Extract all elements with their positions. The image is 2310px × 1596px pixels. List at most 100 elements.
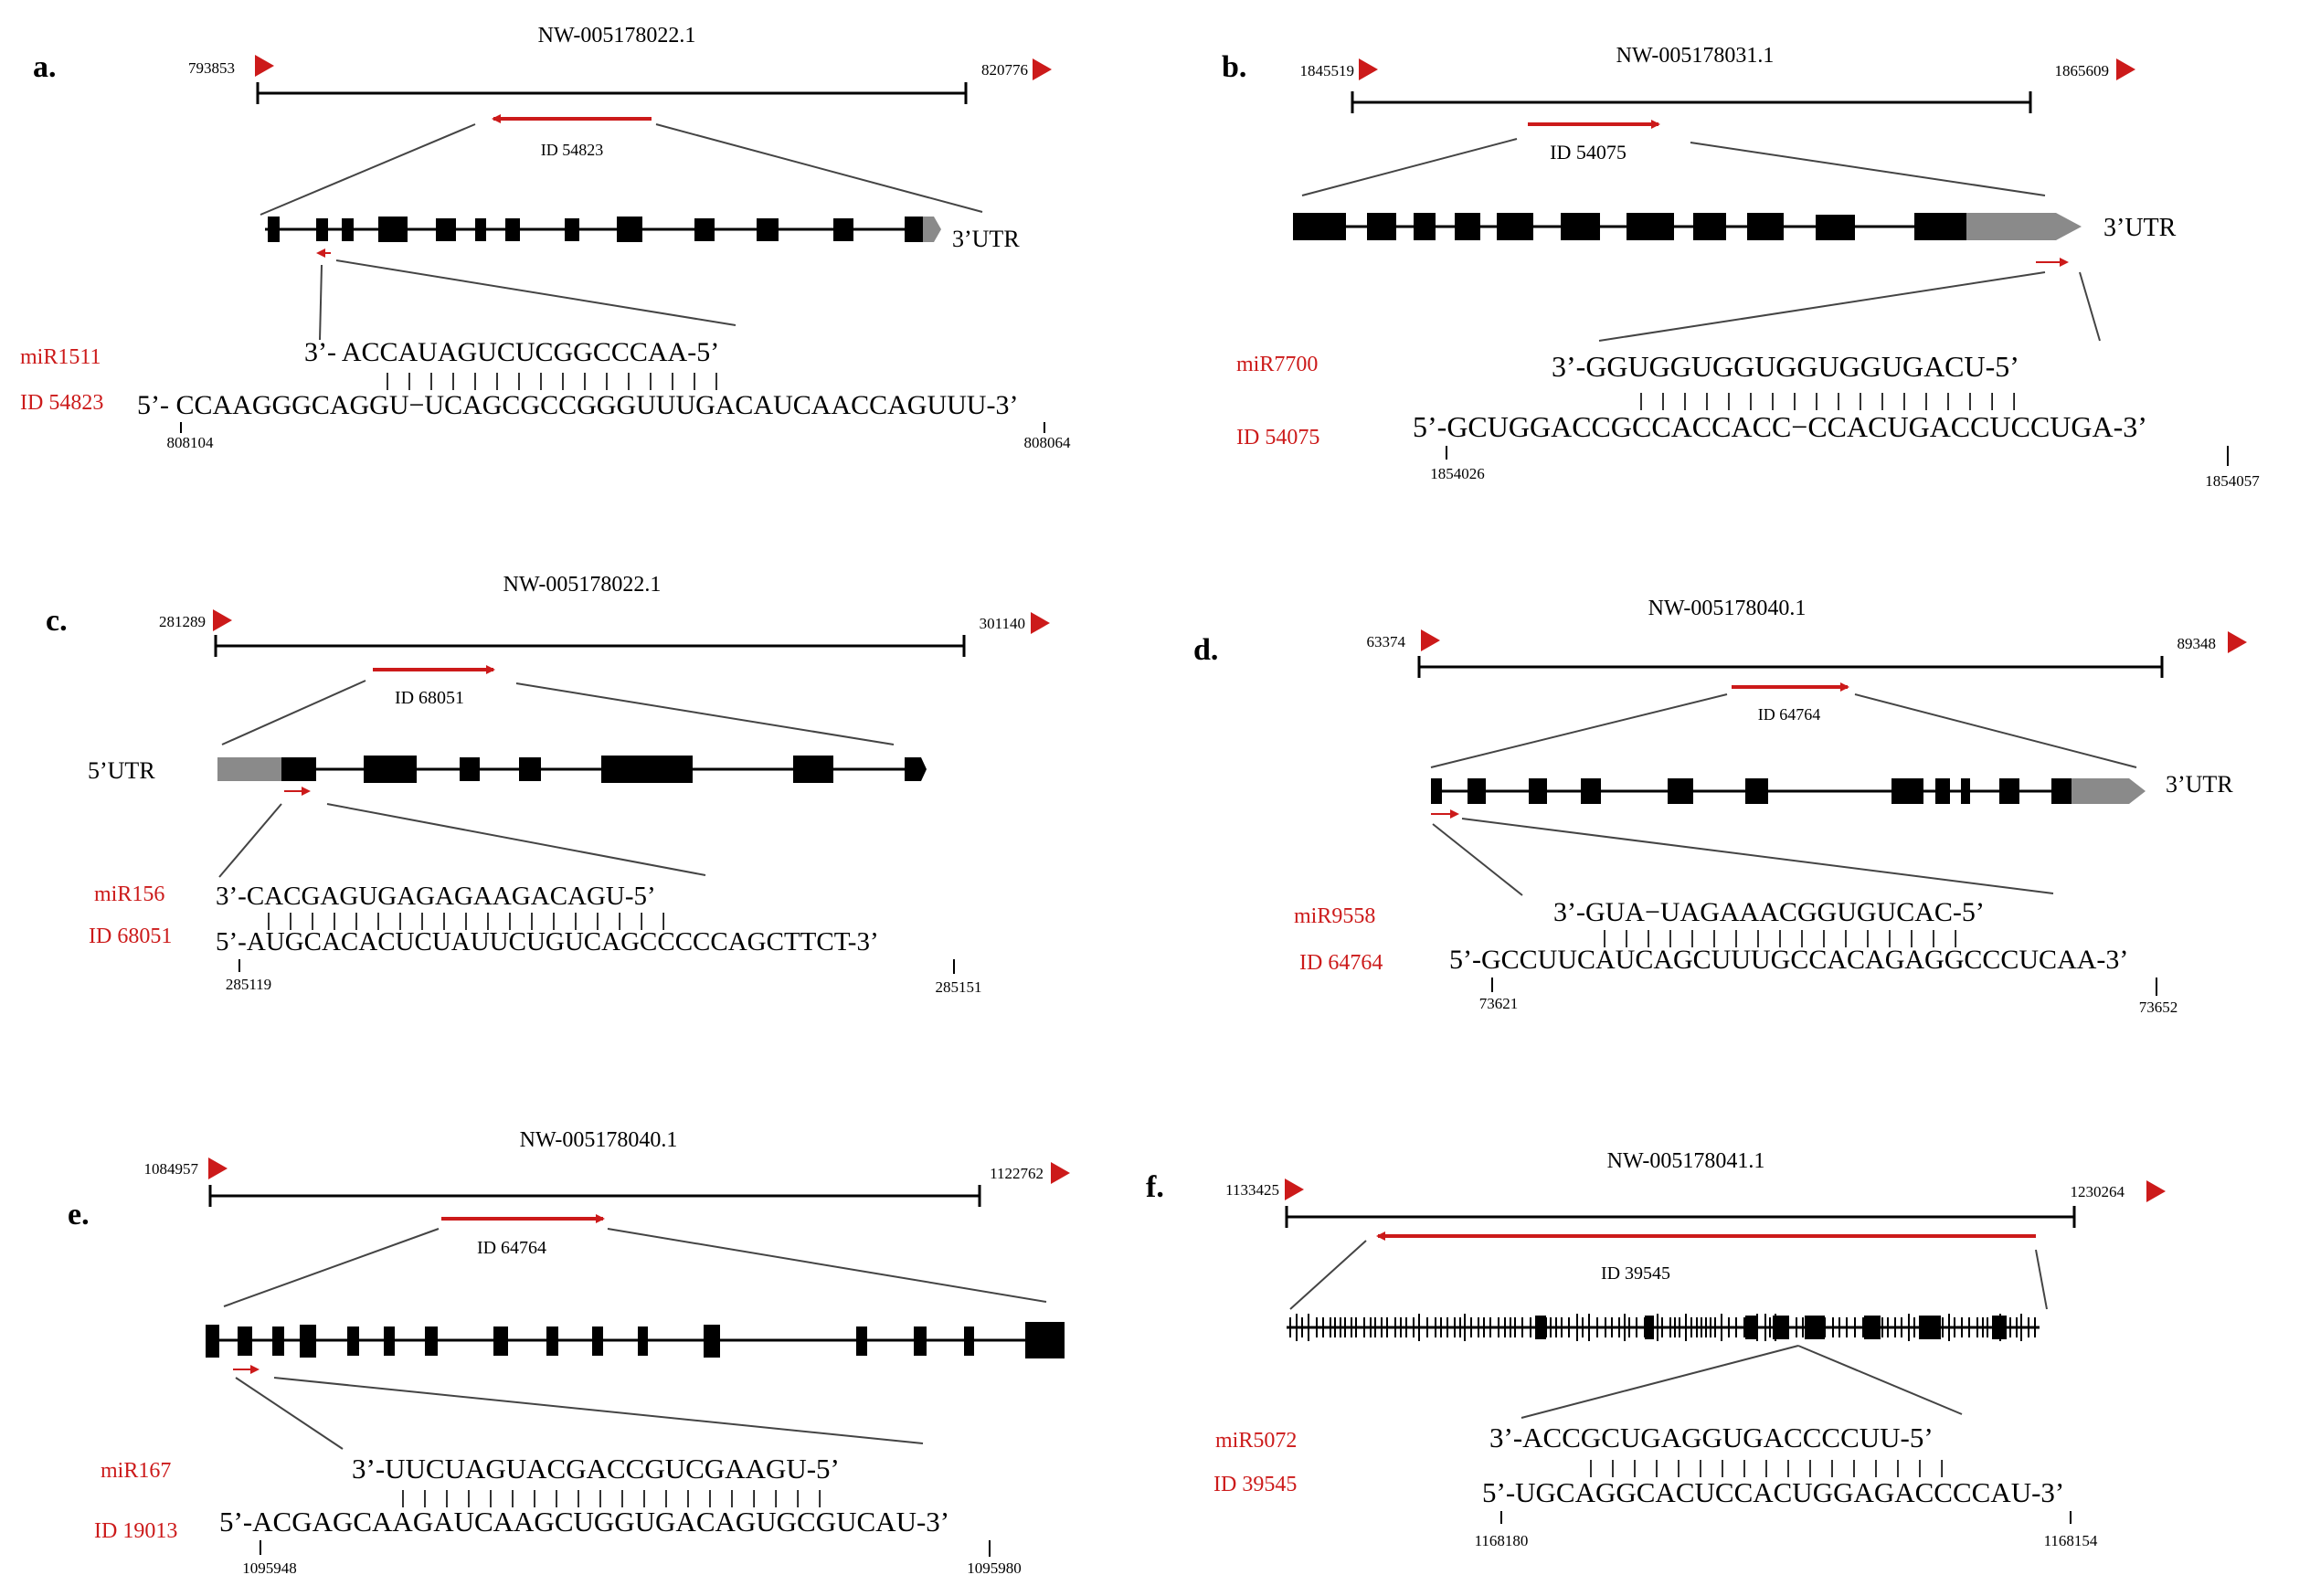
exon xyxy=(1627,213,1674,240)
panel-c-coord-end: 301140 xyxy=(980,615,1025,632)
exon xyxy=(1025,1322,1065,1358)
exon xyxy=(1935,778,1950,804)
panel-c: c. NW-005178022.1 281289 301140 ID 68051… xyxy=(46,573,1050,996)
panel-f: f. NW-005178041.1 1133425 1230264 ID 395… xyxy=(1146,1149,2166,1549)
exon xyxy=(347,1326,359,1356)
exon xyxy=(342,218,354,241)
panel-a-pairs: | | | | | | | | | | | | | | | | xyxy=(382,372,722,393)
exon xyxy=(1468,778,1486,804)
exon xyxy=(1693,213,1726,240)
exon xyxy=(1561,213,1600,240)
panel-e-pairs: | | | | | | | | | | | | | | | | | | | | xyxy=(397,1489,825,1510)
panel-a-target-seq: 5’- CCAAGGGCAGGU−UCAGCGCCGGGUUUGACAUCAAC… xyxy=(137,390,1018,420)
exon xyxy=(1745,778,1768,804)
exon xyxy=(1816,215,1855,240)
exon xyxy=(384,1326,395,1356)
exon xyxy=(964,1326,974,1356)
panel-b-target-seq: 5’-GCUGGACCGCCACCACC−CCACUGACCUCCUGA-3’ xyxy=(1413,410,2147,443)
exon xyxy=(694,218,715,241)
exon xyxy=(425,1326,438,1356)
exon xyxy=(206,1325,219,1358)
exon xyxy=(268,217,280,242)
exon xyxy=(856,1326,867,1356)
panel-c-target-seq: 5’-AUGCACACUCUAUUCUGUCAGCCCCCAGCTTCT-3’ xyxy=(216,927,879,957)
exon xyxy=(519,757,541,781)
panel-f-seq-end: 1168154 xyxy=(2044,1532,2098,1549)
panel-d-letter: d. xyxy=(1193,633,1218,667)
panel-e-seq-end: 1095980 xyxy=(967,1559,1022,1577)
panel-a-gene-model xyxy=(265,217,941,242)
exon xyxy=(793,756,833,783)
panel-f-mirna-seq: 3’-ACCGCUGAGGUGACCCCUU-5’ xyxy=(1489,1422,1934,1453)
exon xyxy=(1805,1316,1825,1339)
exon xyxy=(1773,1316,1789,1339)
panel-c-gene-model xyxy=(217,756,927,783)
panel-b: b. NW-005178031.1 1845519 1865609 ID 540… xyxy=(1222,44,2260,490)
panel-d-scaffold: NW-005178040.1 xyxy=(1648,597,1807,620)
panel-e-mirna-seq: 3’-UUCUAGUACGACCGUCGAAGU-5’ xyxy=(352,1453,840,1485)
exon xyxy=(475,218,486,241)
panel-c-start-marker xyxy=(213,609,232,631)
exon xyxy=(1992,1316,2007,1339)
panel-a-gene-id: ID 54823 xyxy=(541,141,604,159)
panel-f-coord-start: 1133425 xyxy=(1225,1181,1279,1199)
panel-a-seq-start: 808104 xyxy=(167,434,215,451)
exon xyxy=(833,218,853,241)
exon xyxy=(300,1325,316,1358)
exon xyxy=(757,218,779,241)
panel-f-gene-model xyxy=(1287,1314,2040,1341)
exon xyxy=(905,217,923,242)
exon xyxy=(2051,778,2072,804)
panel-d-pairs: | | | | | | | | | | | | | | | | | xyxy=(1599,929,1961,950)
panel-a-target-id: ID 54823 xyxy=(20,391,103,415)
panel-b-utr-label: 3’UTR xyxy=(2103,214,2177,242)
utr-segment xyxy=(923,217,941,242)
panel-d-gene-id: ID 64764 xyxy=(1758,705,1821,724)
utr-segment xyxy=(1966,213,2082,240)
exon xyxy=(914,1326,927,1356)
panel-a-mirna-name: miR1511 xyxy=(20,345,101,369)
exon xyxy=(1293,213,1346,240)
panel-a-start-marker xyxy=(255,55,274,77)
panel-d-utr-label: 3’UTR xyxy=(2166,771,2233,798)
panel-e-coord-end: 1122762 xyxy=(990,1165,1044,1182)
panel-e-start-marker xyxy=(208,1157,228,1179)
panel-b-seq-start: 1854026 xyxy=(1430,465,1485,482)
panel-b-coord-end: 1865609 xyxy=(2055,62,2110,79)
panel-d-mirna-name: miR9558 xyxy=(1294,904,1375,928)
exon xyxy=(1455,213,1480,240)
utr-segment xyxy=(2072,778,2146,804)
exon xyxy=(1999,778,2019,804)
panel-b-gene-model xyxy=(1293,213,2082,240)
exon xyxy=(281,757,316,781)
exon xyxy=(1497,213,1533,240)
panel-b-seq-end: 1854057 xyxy=(2205,472,2260,490)
panel-c-utr-label: 5’UTR xyxy=(88,757,155,784)
panel-b-end-marker xyxy=(2116,58,2135,80)
panel-c-target-id: ID 68051 xyxy=(89,925,172,948)
exon xyxy=(565,218,579,241)
panel-a-utr-label: 3’UTR xyxy=(952,226,1020,252)
exon xyxy=(592,1326,603,1356)
panel-c-letter: c. xyxy=(46,604,68,638)
panel-a-letter: a. xyxy=(33,50,57,84)
panel-e-scaffold: NW-005178040.1 xyxy=(520,1128,678,1152)
panel-c-end-marker xyxy=(1031,612,1050,634)
exon xyxy=(1529,778,1547,804)
panel-c-mirna-seq: 3’-CACGAGUGAGAGAAGACAGU-5’ xyxy=(216,882,656,911)
panel-d-target-seq: 5’-GCCUUCAUCAGCUUUGCCACAGAGGCCCUCAA-3’ xyxy=(1449,945,2128,975)
exon xyxy=(638,1326,648,1356)
panel-b-gene-id: ID 54075 xyxy=(1550,141,1627,164)
exon xyxy=(272,1326,284,1356)
exon xyxy=(1535,1316,1546,1339)
exon xyxy=(1891,778,1923,804)
panel-f-seq-start: 1168180 xyxy=(1475,1532,1529,1549)
panel-f-letter: f. xyxy=(1146,1170,1164,1204)
panel-a-end-marker xyxy=(1033,58,1052,80)
panel-c-gene-id: ID 68051 xyxy=(395,688,464,708)
panel-f-target-id: ID 39545 xyxy=(1213,1473,1297,1496)
panel-a-coord-end: 820776 xyxy=(981,61,1028,79)
panel-c-mirna-name: miR156 xyxy=(94,883,164,906)
panel-c-scaffold: NW-005178022.1 xyxy=(503,573,662,597)
panel-b-scaffold: NW-005178031.1 xyxy=(1616,44,1775,68)
